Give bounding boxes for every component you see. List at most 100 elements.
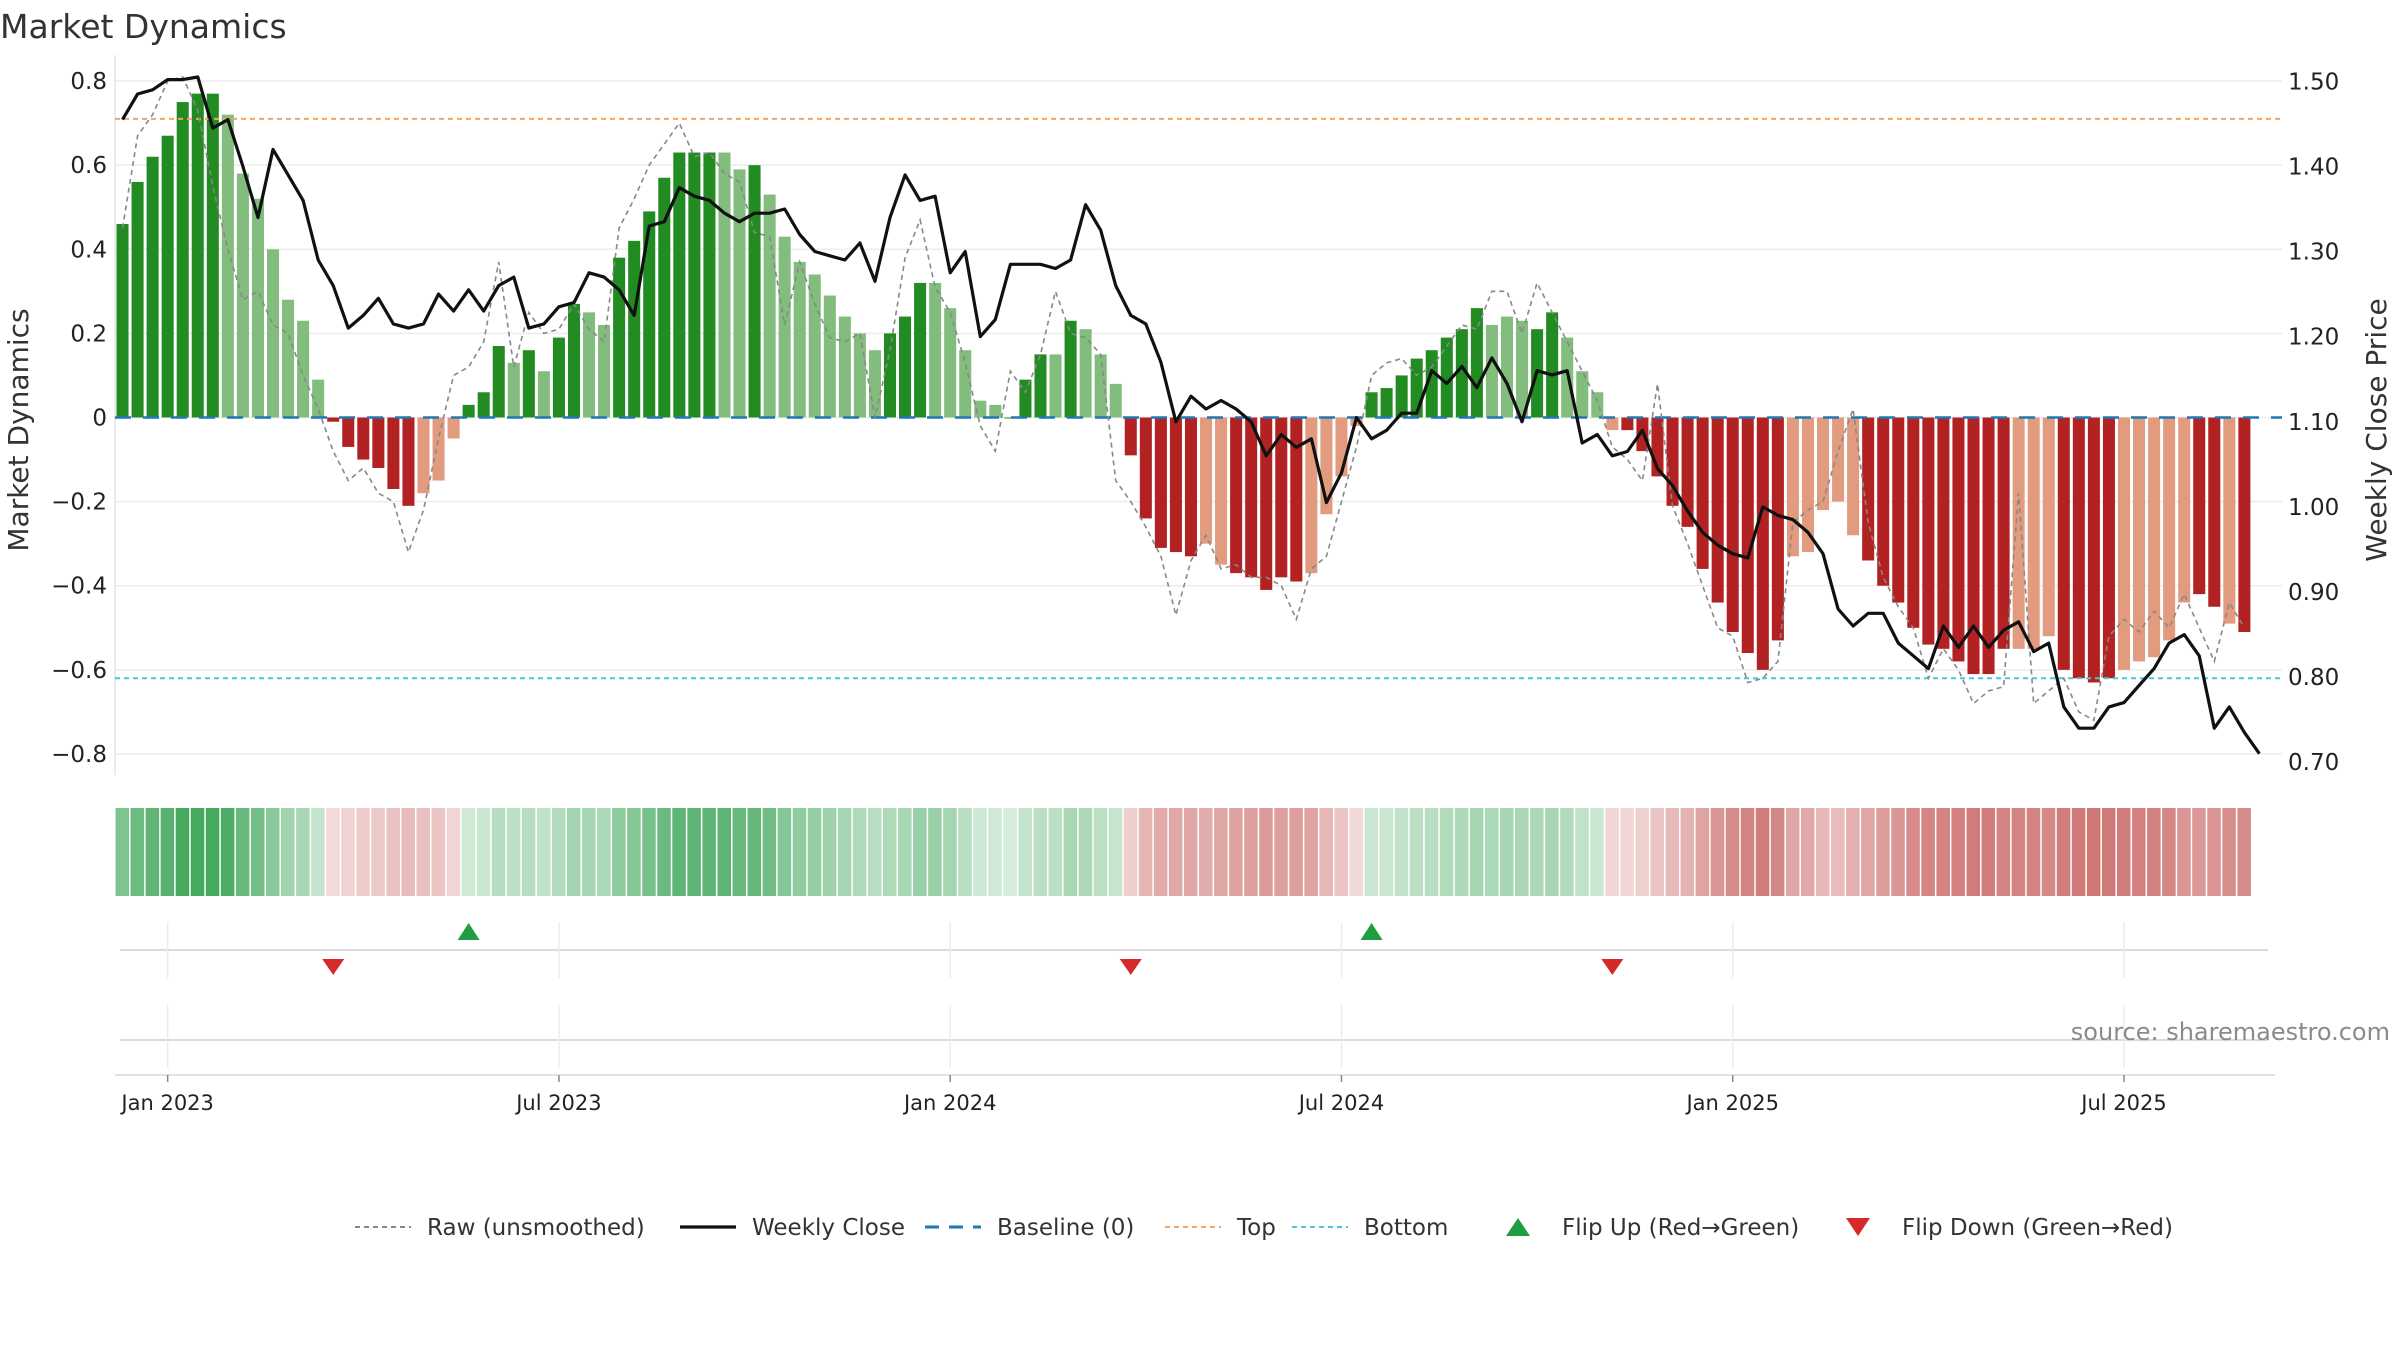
bar — [2117, 417, 2131, 670]
regime-cell — [762, 808, 777, 896]
bar — [2087, 417, 2100, 683]
bar — [2193, 417, 2206, 595]
bar — [658, 177, 671, 418]
bar — [537, 371, 550, 418]
legend-swatch — [1506, 1218, 1530, 1236]
bar — [522, 350, 535, 418]
regime-cell — [446, 808, 461, 896]
bar — [2238, 417, 2251, 632]
flip-up-marker — [457, 923, 480, 940]
bar — [1184, 417, 1197, 557]
bar — [1937, 417, 1950, 649]
bar — [1124, 417, 1137, 456]
bar — [1606, 417, 1619, 431]
bar — [1019, 379, 1032, 418]
regime-cell — [747, 808, 762, 896]
regime-cell — [1605, 808, 1619, 896]
bar — [402, 417, 415, 506]
bar — [733, 169, 746, 418]
bar — [688, 152, 701, 418]
y2-tick-label: 1.10 — [2288, 410, 2339, 436]
regime-cell — [1108, 808, 1123, 896]
bar — [312, 379, 325, 418]
bar — [808, 274, 821, 418]
regime-cell — [1379, 808, 1394, 896]
y-tick-label: −0.6 — [51, 658, 107, 684]
bar — [838, 316, 851, 418]
regime-cell — [777, 808, 792, 896]
regime-cell — [1650, 808, 1665, 896]
regime-cell — [371, 808, 385, 896]
regime-cell — [1078, 808, 1093, 896]
bar — [221, 114, 234, 418]
regime-cell — [2177, 808, 2191, 896]
y2-tick-label: 0.90 — [2288, 580, 2339, 606]
y2-tick-label: 0.70 — [2288, 750, 2339, 776]
y2-tick-label: 0.80 — [2288, 665, 2339, 691]
regime-cell — [1710, 808, 1725, 896]
bar — [372, 417, 385, 468]
bar — [1169, 417, 1182, 553]
regime-cell — [702, 808, 716, 896]
regime-cell — [235, 808, 250, 896]
bar — [1741, 417, 1754, 654]
bar — [929, 282, 942, 418]
bar — [1591, 392, 1604, 418]
regime-cell — [476, 808, 491, 896]
regime-cell — [1289, 808, 1303, 896]
regime-cell — [1244, 808, 1258, 896]
bar — [1892, 417, 1905, 603]
y2-tick-label: 1.50 — [2288, 69, 2339, 95]
x-tick-label: Jan 2023 — [119, 1091, 214, 1115]
regime-cell — [2101, 808, 2116, 896]
bar — [1816, 417, 1830, 511]
regime-cell — [852, 808, 867, 896]
chart-title: Market Dynamics — [0, 7, 287, 46]
regime-cell — [311, 808, 325, 896]
bar — [914, 282, 927, 418]
regime-cell — [1770, 808, 1785, 896]
bar — [883, 333, 897, 418]
regime-cell — [1319, 808, 1333, 896]
regime-cell — [491, 808, 506, 896]
legend-item: Flip Up (Red→Green) — [1506, 1215, 1799, 1241]
regime-cell — [1755, 808, 1770, 896]
bar — [1079, 329, 1092, 418]
regime-cell — [1153, 808, 1168, 896]
regime-cell — [281, 808, 295, 896]
bar — [793, 261, 806, 418]
regime-cell — [401, 808, 415, 896]
regime-cell — [1680, 808, 1695, 896]
regime-cell — [1815, 808, 1830, 896]
regime-cell — [973, 808, 987, 896]
regime-cell — [1033, 808, 1048, 896]
bar — [1786, 417, 1799, 557]
bar — [1711, 417, 1724, 603]
legend-item: Raw (unsmoothed) — [355, 1215, 645, 1241]
regime-cell — [175, 808, 190, 896]
bar — [462, 404, 475, 418]
bar — [2178, 417, 2191, 603]
regime-cell — [898, 808, 912, 896]
regime-cell — [1304, 808, 1318, 896]
bar — [1275, 417, 1288, 578]
regime-cell — [1439, 808, 1454, 896]
regime-cell — [1394, 808, 1409, 896]
source-note: source: sharemaestro.com — [2071, 1018, 2390, 1046]
regime-cell — [1349, 808, 1364, 896]
bar — [507, 362, 520, 418]
bar — [1215, 417, 1228, 565]
regime-cell — [1891, 808, 1905, 896]
bar — [853, 333, 866, 418]
bar — [1034, 354, 1047, 418]
bar — [1801, 417, 1814, 553]
bar — [868, 350, 881, 418]
bar — [583, 312, 596, 418]
bar — [989, 404, 1002, 418]
bar — [1200, 417, 1213, 544]
bar — [116, 224, 129, 418]
regime-cell — [1861, 808, 1875, 896]
regime-cell — [943, 808, 957, 896]
bar — [2163, 417, 2176, 641]
bar — [2042, 417, 2055, 637]
